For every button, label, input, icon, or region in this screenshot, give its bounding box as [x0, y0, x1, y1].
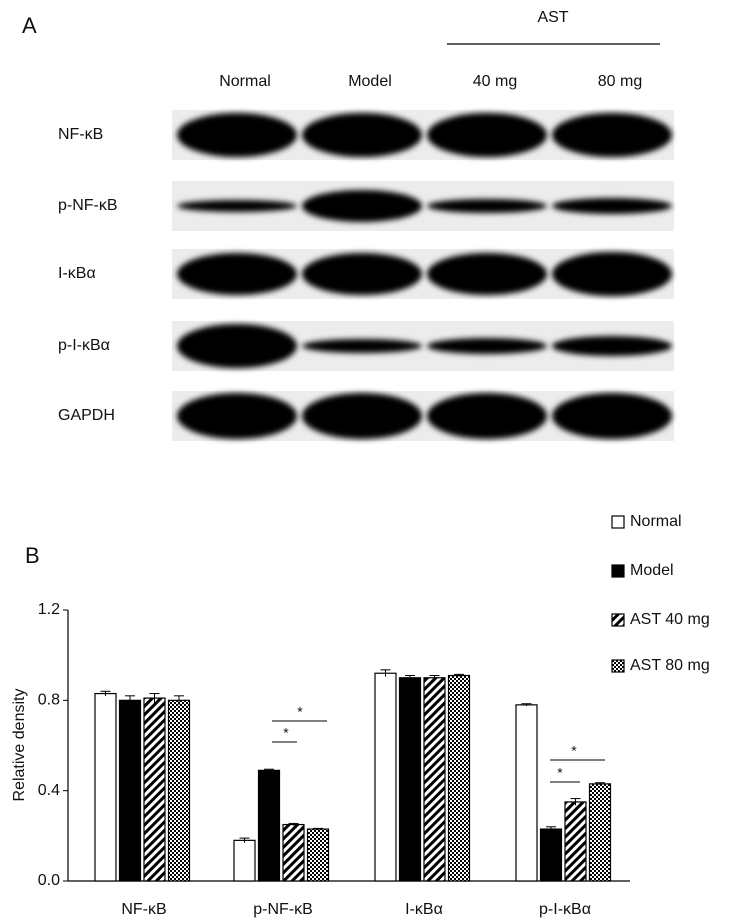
- blot-band: [177, 324, 297, 368]
- legend-swatch: [611, 659, 625, 673]
- bar: [118, 699, 142, 882]
- row-label: I-κBα: [58, 265, 96, 282]
- blot-band: [302, 253, 422, 295]
- blot-band: [427, 253, 547, 295]
- blot-band: [302, 339, 422, 353]
- blot-band: [552, 198, 672, 214]
- y-tick-label: 0.0: [38, 872, 60, 889]
- legend-label: Model: [630, 562, 674, 579]
- legend-label: Normal: [630, 513, 682, 530]
- legend-item: AST 80 mg: [611, 657, 710, 674]
- group-label: AST: [537, 9, 568, 26]
- blot-band: [552, 393, 672, 439]
- significance-star: *: [557, 765, 563, 781]
- blot-band: [177, 253, 297, 295]
- lane-label: 80 mg: [598, 73, 642, 90]
- bar: [257, 769, 281, 882]
- panel-label: B: [25, 543, 40, 568]
- bar: [539, 828, 563, 882]
- lane-label: 40 mg: [473, 73, 517, 90]
- legend-item: Normal: [611, 513, 682, 530]
- x-tick-label: p-I-κBα: [539, 901, 591, 918]
- lane-label: Normal: [219, 73, 271, 90]
- legend-item: Model: [611, 562, 674, 579]
- bar: [398, 677, 422, 882]
- row-label: NF-κB: [58, 126, 103, 143]
- bar: [447, 674, 471, 882]
- x-tick-label: I-κBα: [405, 901, 443, 918]
- bar: [167, 699, 191, 882]
- legend-label: AST 40 mg: [630, 611, 710, 628]
- blot-band: [302, 113, 422, 157]
- legend-label: AST 80 mg: [630, 657, 710, 674]
- blot-band: [427, 338, 547, 354]
- legend-swatch: [611, 515, 625, 529]
- y-axis-label: Relative density: [11, 689, 28, 802]
- blot-band: [552, 336, 672, 356]
- y-tick-label: 0.8: [38, 692, 60, 709]
- blot-band: [302, 393, 422, 439]
- blot-band: [427, 113, 547, 157]
- bar: [94, 692, 117, 882]
- blot-band: [552, 252, 672, 296]
- x-tick-label: NF-κB: [121, 901, 166, 918]
- panel-label: A: [22, 13, 37, 38]
- bar: [374, 672, 397, 882]
- significance-star: *: [571, 743, 577, 759]
- legend-item: AST 40 mg: [611, 611, 710, 628]
- significance-star: *: [297, 704, 303, 720]
- legend-swatch: [611, 564, 625, 578]
- blot-band: [427, 199, 547, 213]
- bar: [282, 823, 305, 882]
- significance-star: *: [283, 725, 289, 741]
- blot-band: [427, 393, 547, 439]
- blot-band: [177, 393, 297, 439]
- row-label: p-NF-κB: [58, 197, 118, 214]
- bar: [423, 677, 446, 882]
- bar: [143, 697, 166, 882]
- row-label: p-I-κBα: [58, 337, 110, 354]
- x-tick-label: p-NF-κB: [253, 901, 313, 918]
- blot-band: [177, 200, 297, 212]
- blot-band: [302, 190, 422, 222]
- bar: [306, 828, 330, 882]
- blot-band: [552, 113, 672, 157]
- y-tick-label: 1.2: [38, 601, 60, 618]
- y-tick-label: 0.4: [38, 782, 60, 799]
- legend-swatch: [611, 613, 625, 627]
- row-label: GAPDH: [58, 407, 115, 424]
- blot-band: [177, 113, 297, 157]
- lane-label: Model: [348, 73, 392, 90]
- bar: [515, 704, 538, 882]
- bar: [233, 839, 256, 882]
- bar: [564, 801, 587, 882]
- bar: [588, 783, 612, 882]
